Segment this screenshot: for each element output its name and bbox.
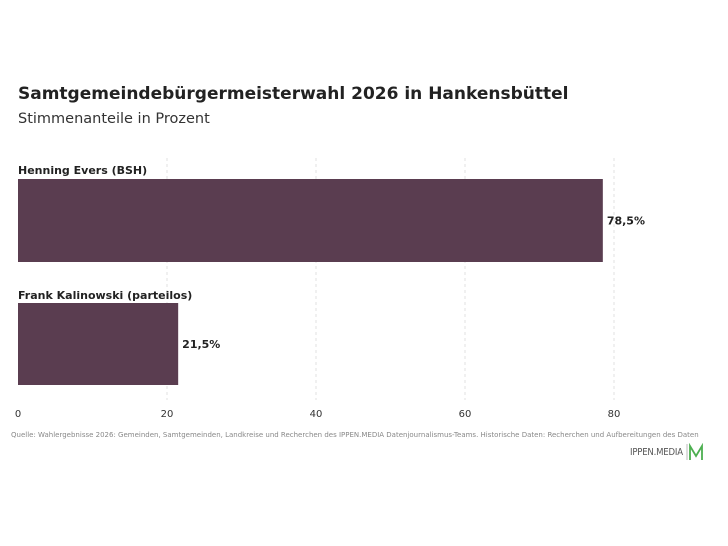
x-tick-label: 80 bbox=[608, 409, 621, 420]
bar bbox=[18, 179, 603, 262]
chart-title: Samtgemeindebürgermeisterwahl 2026 in Ha… bbox=[18, 84, 569, 104]
x-tick-label: 40 bbox=[310, 409, 323, 420]
category-label: Henning Evers (BSH) bbox=[18, 164, 147, 177]
x-tick-label: 20 bbox=[161, 409, 174, 420]
bar-chart: Henning Evers (BSH) 78,5% Frank Kalinowski… bbox=[15, 158, 645, 420]
data-label: 78,5% bbox=[607, 215, 645, 228]
category-label: Frank Kalinowski (parteilos) bbox=[18, 289, 192, 302]
logo-m-icon bbox=[686, 443, 703, 460]
bar bbox=[18, 303, 179, 385]
chart-subtitle: Stimmenanteile in Prozent bbox=[18, 111, 210, 127]
source-note: Quelle: Wahlergebnisse 2026: Gemeinden, … bbox=[11, 431, 699, 439]
x-tick-label: 0 bbox=[15, 409, 21, 420]
logo-text: IPPEN.MEDIA bbox=[630, 446, 683, 458]
publisher-logo: IPPEN.MEDIA bbox=[630, 443, 704, 461]
x-tick-label: 60 bbox=[459, 409, 472, 420]
data-label: 21,5% bbox=[182, 338, 220, 351]
